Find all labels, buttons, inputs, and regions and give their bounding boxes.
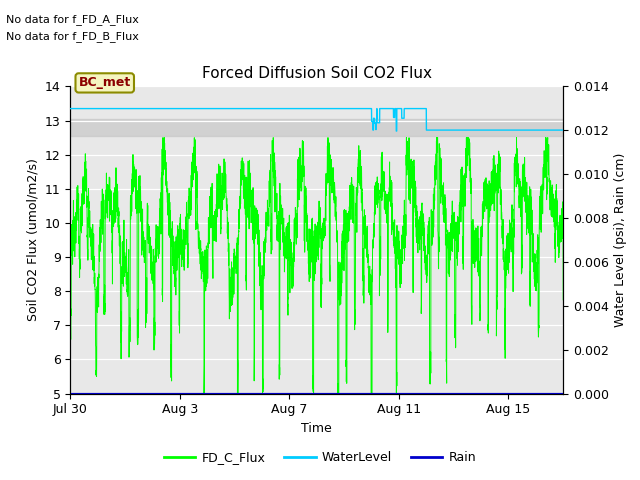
Y-axis label: Water Level (psi), Rain (cm): Water Level (psi), Rain (cm) (614, 153, 627, 327)
Title: Forced Diffusion Soil CO2 Flux: Forced Diffusion Soil CO2 Flux (202, 66, 432, 81)
Legend: FD_C_Flux, WaterLevel, Rain: FD_C_Flux, WaterLevel, Rain (159, 446, 481, 469)
Bar (70, 119, 563, 136)
X-axis label: Time: Time (301, 422, 332, 435)
Text: No data for f_FD_A_Flux: No data for f_FD_A_Flux (6, 13, 140, 24)
Text: No data for f_FD_B_Flux: No data for f_FD_B_Flux (6, 31, 140, 42)
Text: BC_met: BC_met (79, 76, 131, 89)
Y-axis label: Soil CO2 Flux (umol/m2/s): Soil CO2 Flux (umol/m2/s) (26, 158, 39, 322)
